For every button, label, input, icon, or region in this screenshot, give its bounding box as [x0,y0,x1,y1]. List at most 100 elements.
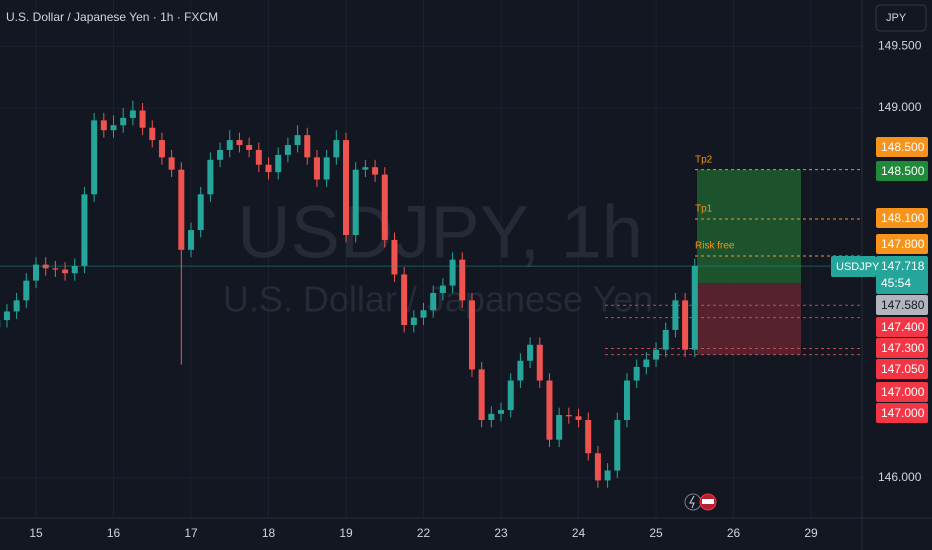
x-tick-label: 25 [649,526,663,540]
price-tag-label: 147.800 [881,237,925,251]
price-tag [876,295,928,315]
price-tag [876,403,928,423]
target-zone [697,169,801,284]
x-tick-label: 23 [494,526,508,540]
candle-body [110,125,117,131]
candle-body [275,154,282,173]
candle-body [430,292,437,311]
y-tick-label: 149.000 [878,100,922,114]
candle-body [304,135,311,158]
price-tag [876,338,928,358]
price-tag-label: 147.050 [881,362,925,376]
candle-body [410,317,417,326]
candle-body [623,380,630,420]
candle-body [372,167,379,175]
candle-body [459,259,466,301]
candle-body [91,120,98,195]
candle-body [149,127,156,141]
candle-body [13,300,20,312]
price-tag [876,317,928,337]
candle-body [498,410,505,414]
candle-body [217,149,224,160]
candle-body [158,140,165,158]
candle-body [439,285,446,293]
candle-body [546,380,553,440]
candle-body [682,300,689,350]
x-tick-label: 24 [572,526,586,540]
candle-body [594,453,601,481]
price-tag-label: 147.400 [881,320,925,334]
price-tag-label: 147.000 [881,406,925,420]
candle-body [653,349,660,360]
candle-body [672,300,679,330]
candle-body [527,344,534,361]
candle-body [478,369,485,420]
candle-body [168,157,175,170]
watermark-name: U.S. Dollar / Japanese Yen [223,279,653,320]
candle-body [401,274,408,326]
candle-body [488,413,495,420]
candle-body [391,239,398,275]
price-tag [876,234,928,254]
candle-body [188,230,195,250]
candle-body [691,265,698,350]
price-tag-label: 148.500 [881,164,925,178]
price-tag-label: 147.580 [881,298,925,312]
candle-body [585,419,592,454]
candle-body [42,264,49,269]
currency-label[interactable]: JPY [886,12,907,24]
x-tick-label: 26 [727,526,741,540]
target-level-label: Tp2 [695,154,713,165]
candle-body [178,169,185,250]
candle-body [226,140,233,150]
candle-body [517,360,524,381]
candle-body [643,359,650,367]
chart-title: U.S. Dollar / Japanese Yen · 1h · FXCM [6,10,218,24]
candle-body [633,366,640,381]
candle-body [236,140,243,146]
watermark-symbol: USDJPY, 1h [237,191,643,274]
candle-body [33,264,40,281]
candle-body [323,157,330,180]
candle-body [197,194,204,231]
candle-body [420,310,427,318]
x-tick-label: 15 [29,526,43,540]
candle-body [120,117,127,126]
x-tick-label: 29 [804,526,818,540]
candle-body [343,140,350,236]
candle-body [265,164,272,173]
candle-body [284,145,291,155]
x-tick-label: 16 [107,526,121,540]
symbol-tag-label: USDJPY [836,261,880,273]
countdown-label: 45:54 [881,276,911,290]
target-level-label: Risk free [695,241,735,252]
price-tag-label: 147.000 [881,385,925,399]
price-tag [876,382,928,402]
candle-body [449,259,456,286]
candle-body [556,415,563,440]
candle-body [362,167,369,170]
grid [0,0,862,518]
candle-body [129,110,136,118]
candle-body [52,268,59,270]
candle-body [604,470,611,481]
event-icon[interactable] [684,493,702,511]
candle-body [100,120,107,131]
price-tag-label: 147.300 [881,341,925,355]
price-tag [876,359,928,379]
candle-body [614,419,621,471]
x-tick-label: 18 [262,526,276,540]
current-price-label: 147.718 [881,259,925,273]
plot-area [0,100,862,488]
candle-body [71,265,78,274]
candle-body [536,344,543,381]
candle-body [3,311,10,321]
candle-body [575,416,582,420]
candle-body [207,159,214,195]
symbol-tag [831,256,876,277]
candle-body [313,157,320,180]
x-tick-label: 19 [339,526,353,540]
candle-body [246,145,253,150]
currency-button[interactable] [875,4,927,32]
